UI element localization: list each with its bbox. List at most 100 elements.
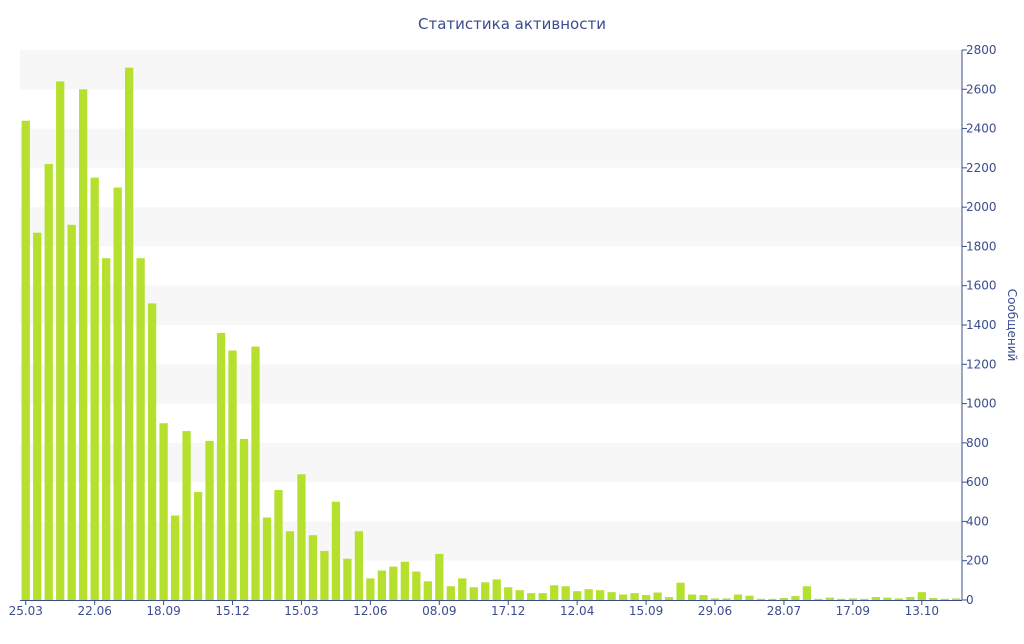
x-tick-label: 17.12 <box>491 604 525 618</box>
x-tick-label: 15.03 <box>284 604 318 618</box>
bar <box>251 346 260 600</box>
bar <box>412 571 421 600</box>
y-tick-label: 0 <box>966 593 974 607</box>
bar <box>33 232 42 600</box>
bar <box>929 598 938 600</box>
bar <box>504 587 513 600</box>
bar <box>550 585 559 600</box>
x-tick-label: 12.04 <box>560 604 594 618</box>
bar <box>791 596 800 600</box>
bar <box>768 598 777 600</box>
bar <box>262 517 272 600</box>
y-tick-label: 600 <box>966 475 989 489</box>
bar <box>389 566 398 600</box>
bar <box>906 597 915 600</box>
bar <box>205 440 214 600</box>
bar <box>435 553 444 600</box>
bar <box>940 598 949 600</box>
x-tick-label: 12.06 <box>353 604 387 618</box>
bar <box>159 423 168 600</box>
y-tick-label: 1600 <box>966 279 997 293</box>
x-tick-label: 28.07 <box>767 604 801 618</box>
bar <box>136 258 145 600</box>
bar <box>79 89 88 601</box>
bar <box>802 586 812 600</box>
grid-band <box>20 364 962 404</box>
bar <box>883 597 892 600</box>
bar <box>377 570 387 600</box>
y-tick-label: 1400 <box>966 318 997 332</box>
bar <box>102 258 111 600</box>
y-tick-label: 1200 <box>966 357 997 371</box>
x-tick-label: 08.09 <box>422 604 456 618</box>
bar <box>90 177 99 600</box>
bars <box>21 67 961 601</box>
bar <box>343 558 352 600</box>
y-axis-label: Сообщений <box>1005 289 1019 362</box>
x-tick-label: 18.09 <box>146 604 180 618</box>
bar <box>21 120 30 600</box>
y-axis: 0 200 400 600 800 1000 1200 1400 1600 1800 2000 220… <box>961 43 997 607</box>
bar <box>446 586 455 600</box>
bar <box>515 590 524 600</box>
bar <box>722 598 731 600</box>
x-tick-label: 13.10 <box>905 604 939 618</box>
bar <box>400 561 409 600</box>
bar <box>469 587 478 600</box>
bar <box>193 491 203 600</box>
bar <box>492 579 501 600</box>
bar <box>67 224 76 601</box>
bar <box>297 474 306 600</box>
bar <box>710 598 720 600</box>
bar <box>687 594 697 600</box>
bar <box>308 535 318 600</box>
bar <box>527 593 536 600</box>
bar <box>56 81 65 600</box>
y-tick-label: 1800 <box>966 239 997 253</box>
bar <box>837 598 846 600</box>
bar <box>699 595 708 600</box>
bar <box>458 578 467 600</box>
bar <box>354 531 364 600</box>
bar <box>285 531 295 600</box>
y-tick-label: 800 <box>966 436 989 450</box>
bar <box>584 589 593 600</box>
bar <box>756 598 766 600</box>
bar <box>848 598 858 600</box>
bar <box>825 597 835 600</box>
y-tick-label: 2800 <box>966 43 997 57</box>
grid-band <box>20 128 962 168</box>
bar <box>561 586 570 600</box>
y-tick-label: 2200 <box>966 161 997 175</box>
grid-band <box>20 285 962 325</box>
bar <box>113 187 122 600</box>
bar <box>366 578 375 600</box>
bar <box>952 598 961 600</box>
bar <box>779 598 789 600</box>
bar <box>573 591 582 600</box>
bar <box>814 598 823 600</box>
bar <box>618 594 628 600</box>
bar <box>595 590 605 600</box>
bar <box>871 597 880 600</box>
chart-title: Статистика активности <box>418 15 606 33</box>
bar <box>641 595 651 600</box>
bar <box>653 592 662 600</box>
bar <box>228 350 237 600</box>
grid-band <box>20 50 962 90</box>
grid-band <box>20 207 962 247</box>
x-tick-label: 25.03 <box>9 604 43 618</box>
bar <box>745 595 754 600</box>
bar <box>894 598 903 600</box>
y-tick-label: 200 <box>966 554 989 568</box>
bar <box>44 163 53 600</box>
bar <box>607 592 616 600</box>
bar <box>147 303 157 600</box>
x-tick-label: 15.09 <box>629 604 663 618</box>
x-tick-label: 15.12 <box>215 604 249 618</box>
y-tick-label: 400 <box>966 514 989 528</box>
x-tick-label: 29.06 <box>698 604 732 618</box>
bar <box>239 438 249 600</box>
y-tick-label: 1000 <box>966 397 997 411</box>
